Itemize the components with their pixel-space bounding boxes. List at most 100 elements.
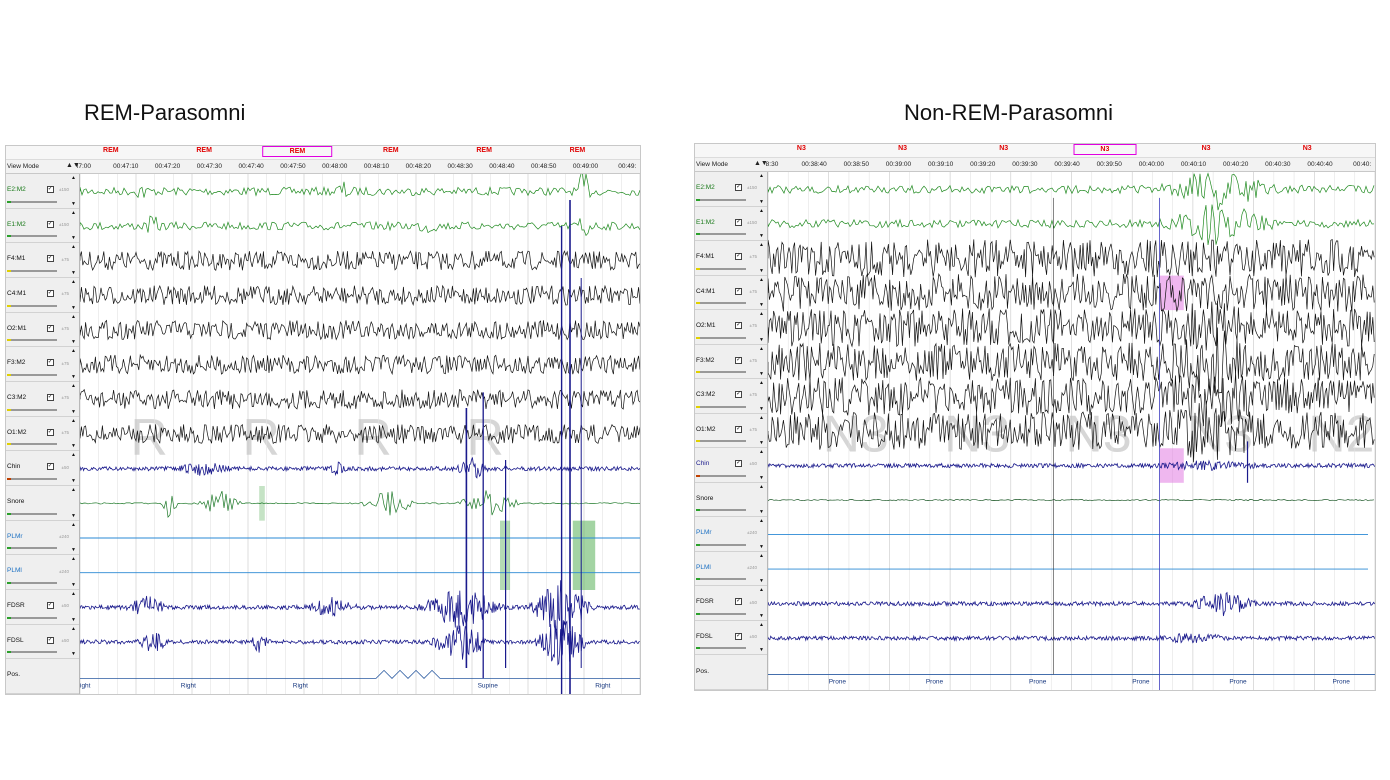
scale-up-icon[interactable]: ▲ — [71, 487, 76, 493]
gain-slider[interactable] — [7, 408, 57, 411]
gain-slider[interactable] — [696, 578, 746, 581]
stage-label-rem[interactable]: REM — [476, 147, 492, 154]
gain-slider[interactable] — [7, 616, 57, 619]
channel-row-c3m2[interactable]: C3:M2 ✓ ±75 ▲ ▼ — [6, 382, 79, 417]
scale-down-icon[interactable]: ▼ — [71, 581, 76, 588]
gain-slider[interactable] — [7, 581, 57, 584]
gain-slider[interactable] — [7, 235, 57, 238]
channel-visible-checkbox[interactable]: ✓ — [735, 322, 743, 330]
channel-row-pos[interactable]: Pos. — [6, 659, 79, 694]
channel-visible-checkbox[interactable]: ✓ — [46, 602, 54, 610]
channel-visible-checkbox[interactable]: ✓ — [735, 425, 743, 433]
channel-row-c4m1[interactable]: C4:M1 ✓ ±75 ▲ ▼ — [695, 276, 767, 311]
view-mode-label[interactable]: View Mode — [696, 161, 729, 168]
event-marker[interactable] — [572, 520, 596, 590]
scale-up-icon[interactable]: ▲ — [759, 311, 764, 318]
channel-visible-checkbox[interactable]: ✓ — [735, 287, 743, 295]
scale-down-icon[interactable]: ▼ — [759, 474, 764, 481]
channel-row-plml[interactable]: PLMl ±240 ▲ ▼ — [695, 552, 767, 587]
channel-visible-checkbox[interactable]: ✓ — [46, 255, 54, 263]
scale-down-icon[interactable]: ▼ — [759, 543, 764, 550]
scale-down-icon[interactable]: ▼ — [71, 373, 76, 380]
scale-down-icon[interactable]: ▼ — [759, 371, 764, 378]
channel-row-f3m2[interactable]: F3:M2 ✓ ±75 ▲ ▼ — [695, 345, 767, 380]
channel-row-snore[interactable]: Snore ▲ ▼ — [6, 486, 79, 521]
gain-slider[interactable] — [696, 647, 746, 650]
scale-down-icon[interactable]: ▼ — [759, 198, 764, 205]
signal-traces[interactable]: R R R Right Right Right Supine Right — [80, 174, 640, 694]
channel-row-f4m1[interactable]: F4:M1 ✓ ±75 ▲ ▼ — [695, 241, 767, 276]
channel-row-chin[interactable]: Chin ✓ ±50 ▲ ▼ — [6, 451, 79, 486]
scale-down-icon[interactable]: ▼ — [759, 578, 764, 585]
gain-slider[interactable] — [696, 509, 746, 512]
event-marker[interactable] — [259, 486, 265, 521]
stage-label-n3[interactable]: N3 — [898, 145, 908, 152]
gain-slider[interactable] — [696, 336, 746, 339]
gain-slider[interactable] — [7, 200, 57, 203]
gain-slider[interactable] — [7, 339, 57, 342]
scale-down-icon[interactable]: ▼ — [71, 477, 76, 484]
channel-row-o1m2[interactable]: O1:M2 ✓ ±75 ▲ ▼ — [6, 417, 79, 452]
gain-slider[interactable] — [7, 547, 57, 550]
scale-down-icon[interactable]: ▼ — [71, 200, 76, 207]
channel-row-fdsl[interactable]: FDSL ✓ ±50 ▲ ▼ — [6, 625, 79, 660]
scale-up-icon[interactable]: ▲ — [759, 207, 764, 214]
stage-label-n3[interactable]: N3 — [1201, 145, 1211, 152]
event-marker[interactable] — [1159, 448, 1184, 483]
stage-label-rem[interactable]: REM — [383, 147, 399, 154]
channel-visible-checkbox[interactable]: ✓ — [735, 356, 743, 364]
channel-row-o2m1[interactable]: O2:M1 ✓ ±75 ▲ ▼ — [6, 313, 79, 348]
channel-row-plmr[interactable]: PLMr ±240 ▲ ▼ — [695, 517, 767, 552]
channel-visible-checkbox[interactable]: ✓ — [46, 220, 54, 228]
channel-row-e2m2[interactable]: E2:M2 ✓ ±150 ▲ ▼ — [6, 174, 79, 209]
scale-down-icon[interactable]: ▼ — [71, 269, 76, 276]
scale-up-icon[interactable]: ▲ — [71, 591, 76, 597]
scale-up-icon[interactable]: ▲ — [759, 483, 764, 490]
scale-up-icon[interactable]: ▲ — [71, 383, 76, 389]
scale-up-icon[interactable]: ▲ — [71, 452, 76, 459]
stage-label-rem[interactable]: REM — [196, 147, 212, 154]
channel-row-chin[interactable]: Chin ✓ ±50 ▲ ▼ — [695, 448, 767, 483]
scale-up-icon[interactable]: ▲ — [759, 552, 764, 559]
scale-up-icon[interactable]: ▲ — [759, 518, 764, 525]
scale-up-icon[interactable]: ▲ — [71, 175, 76, 181]
channel-visible-checkbox[interactable]: ✓ — [735, 598, 743, 606]
scale-down-icon[interactable]: ▼ — [759, 267, 764, 274]
scale-up-icon[interactable]: ▲ — [759, 587, 764, 594]
channel-row-f4m1[interactable]: F4:M1 ✓ ±75 ▲ ▼ — [6, 243, 79, 278]
channel-visible-checkbox[interactable]: ✓ — [735, 391, 743, 399]
channel-visible-checkbox[interactable]: ✓ — [46, 463, 54, 471]
stage-label-n3[interactable]: N3 — [999, 145, 1009, 152]
scale-down-icon[interactable]: ▼ — [71, 651, 76, 658]
channel-visible-checkbox[interactable]: ✓ — [46, 324, 54, 332]
gain-slider[interactable] — [7, 304, 57, 307]
scale-down-icon[interactable]: ▼ — [759, 509, 764, 516]
scale-down-icon[interactable]: ▼ — [71, 547, 76, 554]
scale-down-icon[interactable]: ▼ — [759, 440, 764, 447]
gain-slider[interactable] — [696, 371, 746, 374]
gain-slider[interactable] — [696, 267, 746, 270]
scale-down-icon[interactable]: ▼ — [71, 235, 76, 242]
sort-arrows-icon[interactable]: ▲▼ — [66, 162, 80, 169]
scale-down-icon[interactable]: ▼ — [759, 233, 764, 240]
channel-row-e2m2[interactable]: E2:M2 ✓ ±150 ▲ ▼ — [695, 172, 767, 207]
channel-row-e1m2[interactable]: E1:M2 ✓ ±150 ▲ ▼ — [6, 209, 79, 244]
gain-slider[interactable] — [696, 405, 746, 408]
channel-visible-checkbox[interactable]: ✓ — [735, 184, 743, 192]
scale-down-icon[interactable]: ▼ — [71, 408, 76, 415]
gain-slider[interactable] — [7, 512, 57, 515]
scale-down-icon[interactable]: ▼ — [71, 443, 76, 450]
scale-up-icon[interactable]: ▲ — [759, 345, 764, 352]
scale-up-icon[interactable]: ▲ — [71, 417, 76, 424]
channel-visible-checkbox[interactable]: ✓ — [46, 394, 54, 402]
channel-row-plml[interactable]: PLMl ±240 ▲ ▼ — [6, 555, 79, 590]
scale-up-icon[interactable]: ▲ — [759, 380, 764, 387]
stage-label-rem[interactable]: REM — [262, 146, 333, 157]
channel-visible-checkbox[interactable]: ✓ — [735, 218, 743, 226]
scale-down-icon[interactable]: ▼ — [759, 647, 764, 654]
gain-slider[interactable] — [696, 612, 746, 615]
channel-row-fdsr[interactable]: FDSR ✓ ±50 ▲ ▼ — [6, 590, 79, 625]
scale-up-icon[interactable]: ▲ — [71, 279, 76, 285]
scale-down-icon[interactable]: ▼ — [71, 304, 76, 311]
